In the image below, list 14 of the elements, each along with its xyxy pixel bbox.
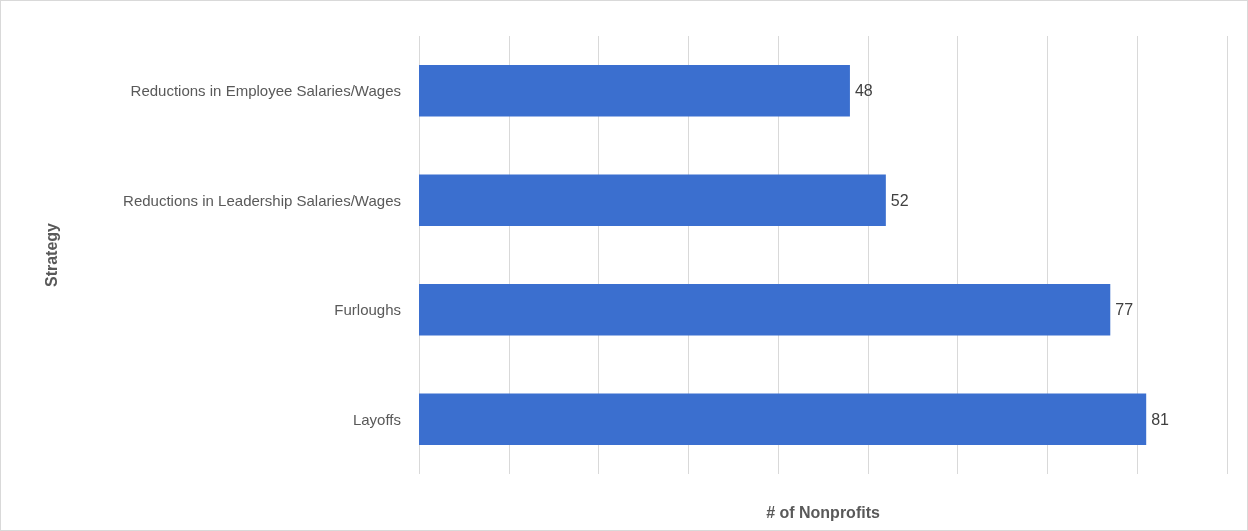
y-tick-label: Reductions in Employee Salaries/Wages — [130, 82, 401, 100]
bar — [419, 284, 1111, 336]
data-label: 52 — [890, 191, 909, 209]
bar — [419, 65, 850, 117]
bar — [419, 174, 886, 226]
bar — [419, 393, 1147, 445]
data-label: 77 — [1115, 301, 1134, 319]
data-label: 48 — [854, 82, 873, 100]
y-tick-label: Furloughs — [334, 301, 401, 319]
y-tick-label: Reductions in Leadership Salaries/Wages — [123, 191, 401, 209]
x-axis-title: # of Nonprofits — [766, 503, 880, 521]
data-label: 81 — [1151, 410, 1170, 428]
y-tick-label: Layoffs — [352, 410, 401, 428]
y-axis-title: Strategy — [42, 222, 60, 288]
